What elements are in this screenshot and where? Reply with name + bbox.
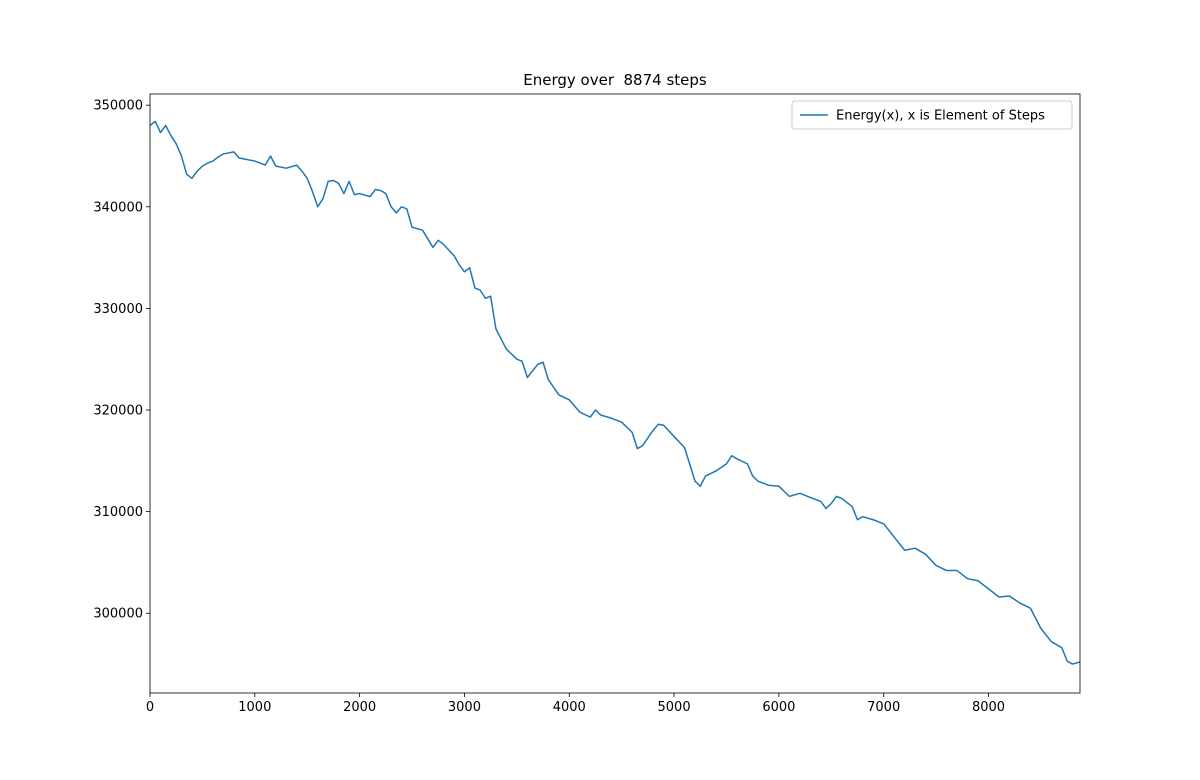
- x-tick-label: 5000: [658, 700, 691, 715]
- x-tick-label: 2000: [343, 700, 376, 715]
- y-tick-label: 300000: [93, 607, 143, 622]
- data-line: [149, 120, 1081, 665]
- legend-box: [791, 100, 1073, 130]
- y-tick-label: 330000: [93, 302, 143, 317]
- plot-frame: [149, 93, 1081, 694]
- x-tick-label: 7000: [867, 700, 900, 715]
- x-tick-label: 6000: [762, 700, 795, 715]
- y-tick-label: 340000: [93, 200, 143, 215]
- legend-label: Energy(x), x is Element of Steps: [836, 109, 1045, 124]
- x-tick-label: 4000: [553, 700, 586, 715]
- y-tick-label: 350000: [93, 99, 143, 114]
- x-tick-label: 0: [146, 700, 154, 715]
- y-tick-label: 310000: [93, 505, 143, 520]
- x-tick-label: 3000: [448, 700, 481, 715]
- y-tick-label: 320000: [93, 404, 143, 419]
- chart-title: Energy over 8874 steps: [523, 71, 707, 89]
- x-tick-label: 8000: [972, 700, 1005, 715]
- x-tick-label: 1000: [238, 700, 271, 715]
